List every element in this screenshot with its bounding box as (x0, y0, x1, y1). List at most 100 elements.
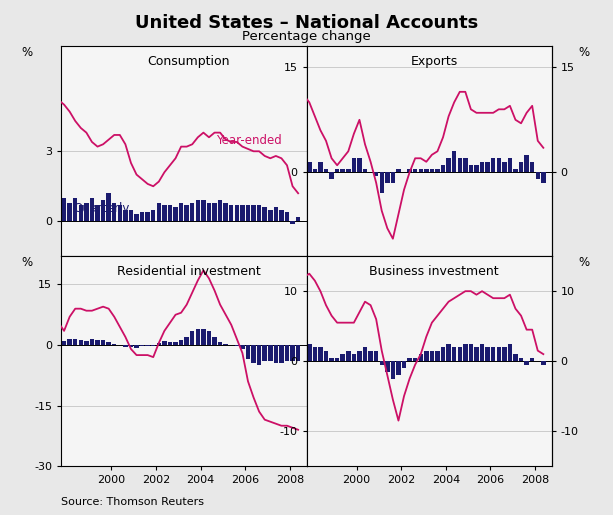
Bar (318, 347, 322, 361)
Bar (78, 205, 83, 221)
Bar (379, 172, 384, 193)
Bar (524, 361, 529, 365)
Bar (307, 162, 311, 172)
Bar (107, 193, 111, 221)
Bar (374, 351, 378, 361)
Bar (346, 351, 351, 361)
Bar (335, 169, 340, 172)
Bar (129, 210, 133, 221)
Bar (379, 361, 384, 365)
Bar (446, 158, 451, 172)
Bar (218, 200, 223, 221)
Bar (513, 169, 518, 172)
Bar (480, 162, 484, 172)
Bar (296, 347, 300, 361)
Bar (324, 351, 328, 361)
Bar (430, 169, 434, 172)
Bar (502, 162, 506, 172)
Bar (56, 343, 61, 345)
Bar (112, 344, 116, 345)
Bar (45, 344, 50, 345)
Bar (235, 345, 239, 346)
Text: Business investment: Business investment (369, 265, 499, 278)
Bar (296, 345, 300, 361)
Bar (273, 345, 278, 363)
Bar (62, 341, 66, 345)
Bar (457, 158, 462, 172)
Bar (262, 207, 267, 221)
Bar (541, 361, 546, 365)
Bar (363, 347, 367, 361)
Bar (173, 342, 178, 345)
Bar (497, 158, 501, 172)
Bar (491, 158, 495, 172)
Bar (78, 340, 83, 345)
Bar (51, 344, 55, 345)
Bar (396, 169, 401, 172)
Bar (107, 342, 111, 345)
Bar (89, 198, 94, 221)
Bar (45, 200, 50, 221)
Bar (285, 212, 289, 221)
Bar (519, 162, 524, 172)
Text: Quarterly: Quarterly (74, 202, 130, 215)
Bar (84, 202, 89, 221)
Bar (480, 344, 484, 361)
Bar (313, 347, 317, 361)
Bar (123, 345, 128, 347)
Bar (262, 345, 267, 361)
Bar (457, 347, 462, 361)
Bar (291, 345, 295, 361)
Bar (452, 151, 457, 172)
Bar (190, 331, 194, 345)
Bar (67, 202, 72, 221)
Bar (56, 193, 61, 221)
Bar (196, 329, 200, 345)
Bar (296, 162, 300, 172)
Bar (145, 212, 150, 221)
Bar (524, 155, 529, 172)
Text: Percentage change: Percentage change (242, 30, 371, 43)
Bar (402, 361, 406, 368)
Bar (346, 169, 351, 172)
Bar (508, 158, 512, 172)
Bar (385, 361, 389, 372)
Bar (273, 207, 278, 221)
Bar (396, 361, 401, 375)
Bar (390, 361, 395, 379)
Bar (435, 351, 440, 361)
Bar (168, 342, 172, 345)
Bar (291, 351, 295, 361)
Bar (408, 357, 412, 361)
Text: United States – National Accounts: United States – National Accounts (135, 14, 478, 32)
Bar (430, 351, 434, 361)
Bar (207, 202, 211, 221)
Bar (95, 205, 100, 221)
Bar (491, 347, 495, 361)
Bar (173, 207, 178, 221)
Bar (441, 347, 445, 361)
Bar (201, 329, 205, 345)
Text: %: % (21, 46, 32, 59)
Bar (246, 345, 250, 359)
Bar (229, 205, 234, 221)
Bar (329, 357, 334, 361)
Bar (212, 202, 217, 221)
Bar (530, 357, 535, 361)
Bar (313, 169, 317, 172)
Bar (257, 345, 261, 365)
Bar (419, 169, 423, 172)
Bar (357, 351, 362, 361)
Bar (307, 344, 311, 361)
Text: %: % (578, 46, 589, 59)
Bar (95, 340, 100, 345)
Bar (441, 165, 445, 172)
Bar (89, 339, 94, 345)
Bar (508, 344, 512, 361)
Text: Consumption: Consumption (148, 55, 230, 68)
Bar (123, 210, 128, 221)
Text: %: % (21, 256, 32, 269)
Bar (318, 162, 322, 172)
Bar (140, 212, 144, 221)
Bar (413, 357, 417, 361)
